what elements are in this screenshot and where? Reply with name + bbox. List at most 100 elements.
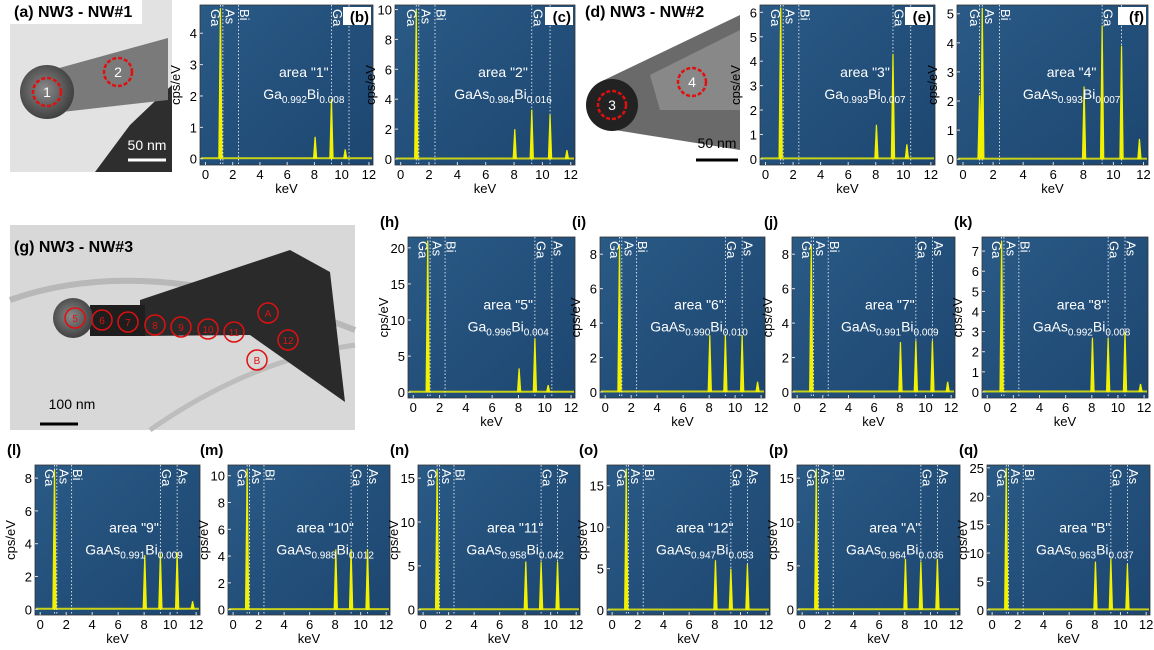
- composition-element: GaAs: [454, 86, 489, 102]
- y-tick-label: 5: [597, 562, 604, 577]
- y-tick-label: 0: [385, 152, 392, 167]
- element-label: As: [1126, 469, 1141, 485]
- area-label: area "11": [487, 520, 543, 536]
- x-tick-label: 0: [229, 617, 236, 632]
- x-tick-label: 8: [711, 617, 718, 632]
- y-tick-label: 8: [782, 247, 789, 262]
- y-tick-label: 2: [385, 122, 392, 137]
- y-tick-label: 10: [378, 2, 392, 17]
- y-axis-label: cps/eV: [575, 520, 590, 560]
- x-tick-label: 10: [163, 617, 177, 632]
- y-tick-label: 6: [972, 264, 979, 279]
- x-tick-label: 0: [762, 167, 769, 182]
- x-tick-label: 10: [353, 617, 367, 632]
- region-label: 3: [608, 97, 616, 113]
- panel-label: (m): [200, 442, 223, 459]
- y-axis-label: cps/eV: [760, 297, 775, 337]
- x-tick-label: 4: [1036, 400, 1043, 415]
- element-label: Ga: [159, 469, 174, 487]
- region-label: 2: [114, 64, 122, 80]
- x-tick-label: 6: [876, 617, 883, 632]
- composition-subscript: 0.991: [876, 327, 901, 338]
- x-tick-label: 8: [510, 167, 517, 182]
- y-tick-label: 0: [947, 152, 954, 167]
- element-label: Bi: [237, 9, 252, 21]
- y-axis-label: cps/eV: [386, 520, 401, 560]
- area-label: area "7": [865, 296, 915, 312]
- composition-element: Bi: [906, 542, 918, 558]
- element-label: As: [746, 469, 761, 485]
- x-tick-label: 6: [496, 617, 503, 632]
- composition-subscript: 0.996: [486, 327, 511, 338]
- region-label: 10: [202, 325, 214, 336]
- composition-element: Bi: [336, 542, 348, 558]
- composition-subscript: 0.984: [489, 95, 514, 106]
- x-tick-label: 8: [515, 400, 522, 415]
- x-tick-label: 10: [538, 400, 552, 415]
- spectrum-baseline: [988, 608, 1149, 610]
- x-tick-label: 6: [306, 617, 313, 632]
- panel-label: (c): [553, 9, 571, 26]
- element-label: As: [818, 469, 833, 485]
- composition-subscript: 0.993: [843, 95, 868, 106]
- x-tick-label: 6: [482, 167, 489, 182]
- area-label: area "12": [676, 520, 733, 536]
- x-tick-label: 6: [845, 167, 852, 182]
- y-tick-label: 5: [787, 559, 794, 574]
- plot-area: [408, 237, 575, 398]
- area-label: area "B": [1059, 520, 1110, 536]
- y-tick-label: 2: [218, 576, 225, 591]
- x-axis-label: keV: [106, 631, 129, 646]
- y-tick-label: 20: [391, 241, 405, 256]
- area-label: area "8": [1057, 296, 1107, 312]
- element-label: Ga: [724, 241, 739, 259]
- y-tick-label: 0: [977, 603, 984, 618]
- element-label: As: [176, 469, 191, 485]
- y-tick-label: 10: [211, 469, 225, 484]
- x-axis-label: keV: [836, 181, 859, 196]
- y-axis-label: cps/eV: [925, 65, 940, 105]
- plot-area: [957, 5, 1148, 165]
- composition-subscript: 0.963: [1071, 551, 1096, 562]
- element-label: Ga: [729, 469, 744, 487]
- y-axis-label: cps/eV: [196, 520, 211, 560]
- element-label: As: [936, 469, 951, 485]
- composition-element: Bi: [1096, 542, 1108, 558]
- element-label: As: [982, 9, 997, 25]
- x-tick-label: 10: [334, 167, 348, 182]
- y-tick-label: 5: [408, 559, 415, 574]
- plot-area: [228, 465, 390, 615]
- x-tick-label: 0: [410, 400, 417, 415]
- y-tick-label: 7: [972, 244, 979, 259]
- region-label: 11: [229, 328, 240, 339]
- x-axis-label: keV: [1054, 414, 1077, 429]
- x-tick-label: 8: [1088, 400, 1095, 415]
- element-label: As: [783, 9, 798, 25]
- x-tick-label: 0: [799, 617, 806, 632]
- x-tick-label: 2: [425, 167, 432, 182]
- composition-element: Bi: [514, 86, 526, 102]
- x-tick-label: 8: [706, 400, 713, 415]
- panel-label: (n): [390, 442, 409, 459]
- composition-element: GaAs: [466, 542, 501, 558]
- spectrum-baseline: [229, 608, 389, 610]
- y-tick-label: 10: [780, 515, 794, 530]
- panel-label: (p): [769, 442, 788, 459]
- element-label: Bi: [642, 469, 657, 481]
- y-tick-label: 8: [25, 471, 32, 486]
- image-label: (g) NW3 - NW#3: [14, 239, 133, 256]
- y-tick-label: 5: [972, 284, 979, 299]
- element-label: Ga: [533, 241, 548, 259]
- composition-element: GaAs: [1033, 318, 1068, 334]
- x-tick-label: 6: [1050, 167, 1057, 182]
- element-label: Bi: [70, 469, 85, 481]
- element-label: As: [741, 241, 756, 257]
- composition-subscript: 0.992: [282, 95, 307, 106]
- composition-element: GaAs: [841, 318, 876, 334]
- y-axis-label: cps/eV: [728, 65, 743, 105]
- figure: (a) NW3 - NW#11250 nm(d) NW3 - NW#23450 …: [0, 0, 1154, 650]
- x-tick-label: 12: [379, 617, 393, 632]
- y-tick-label: 0: [218, 603, 225, 618]
- spectrum-baseline: [793, 390, 954, 392]
- area-label: area "4": [1047, 64, 1097, 80]
